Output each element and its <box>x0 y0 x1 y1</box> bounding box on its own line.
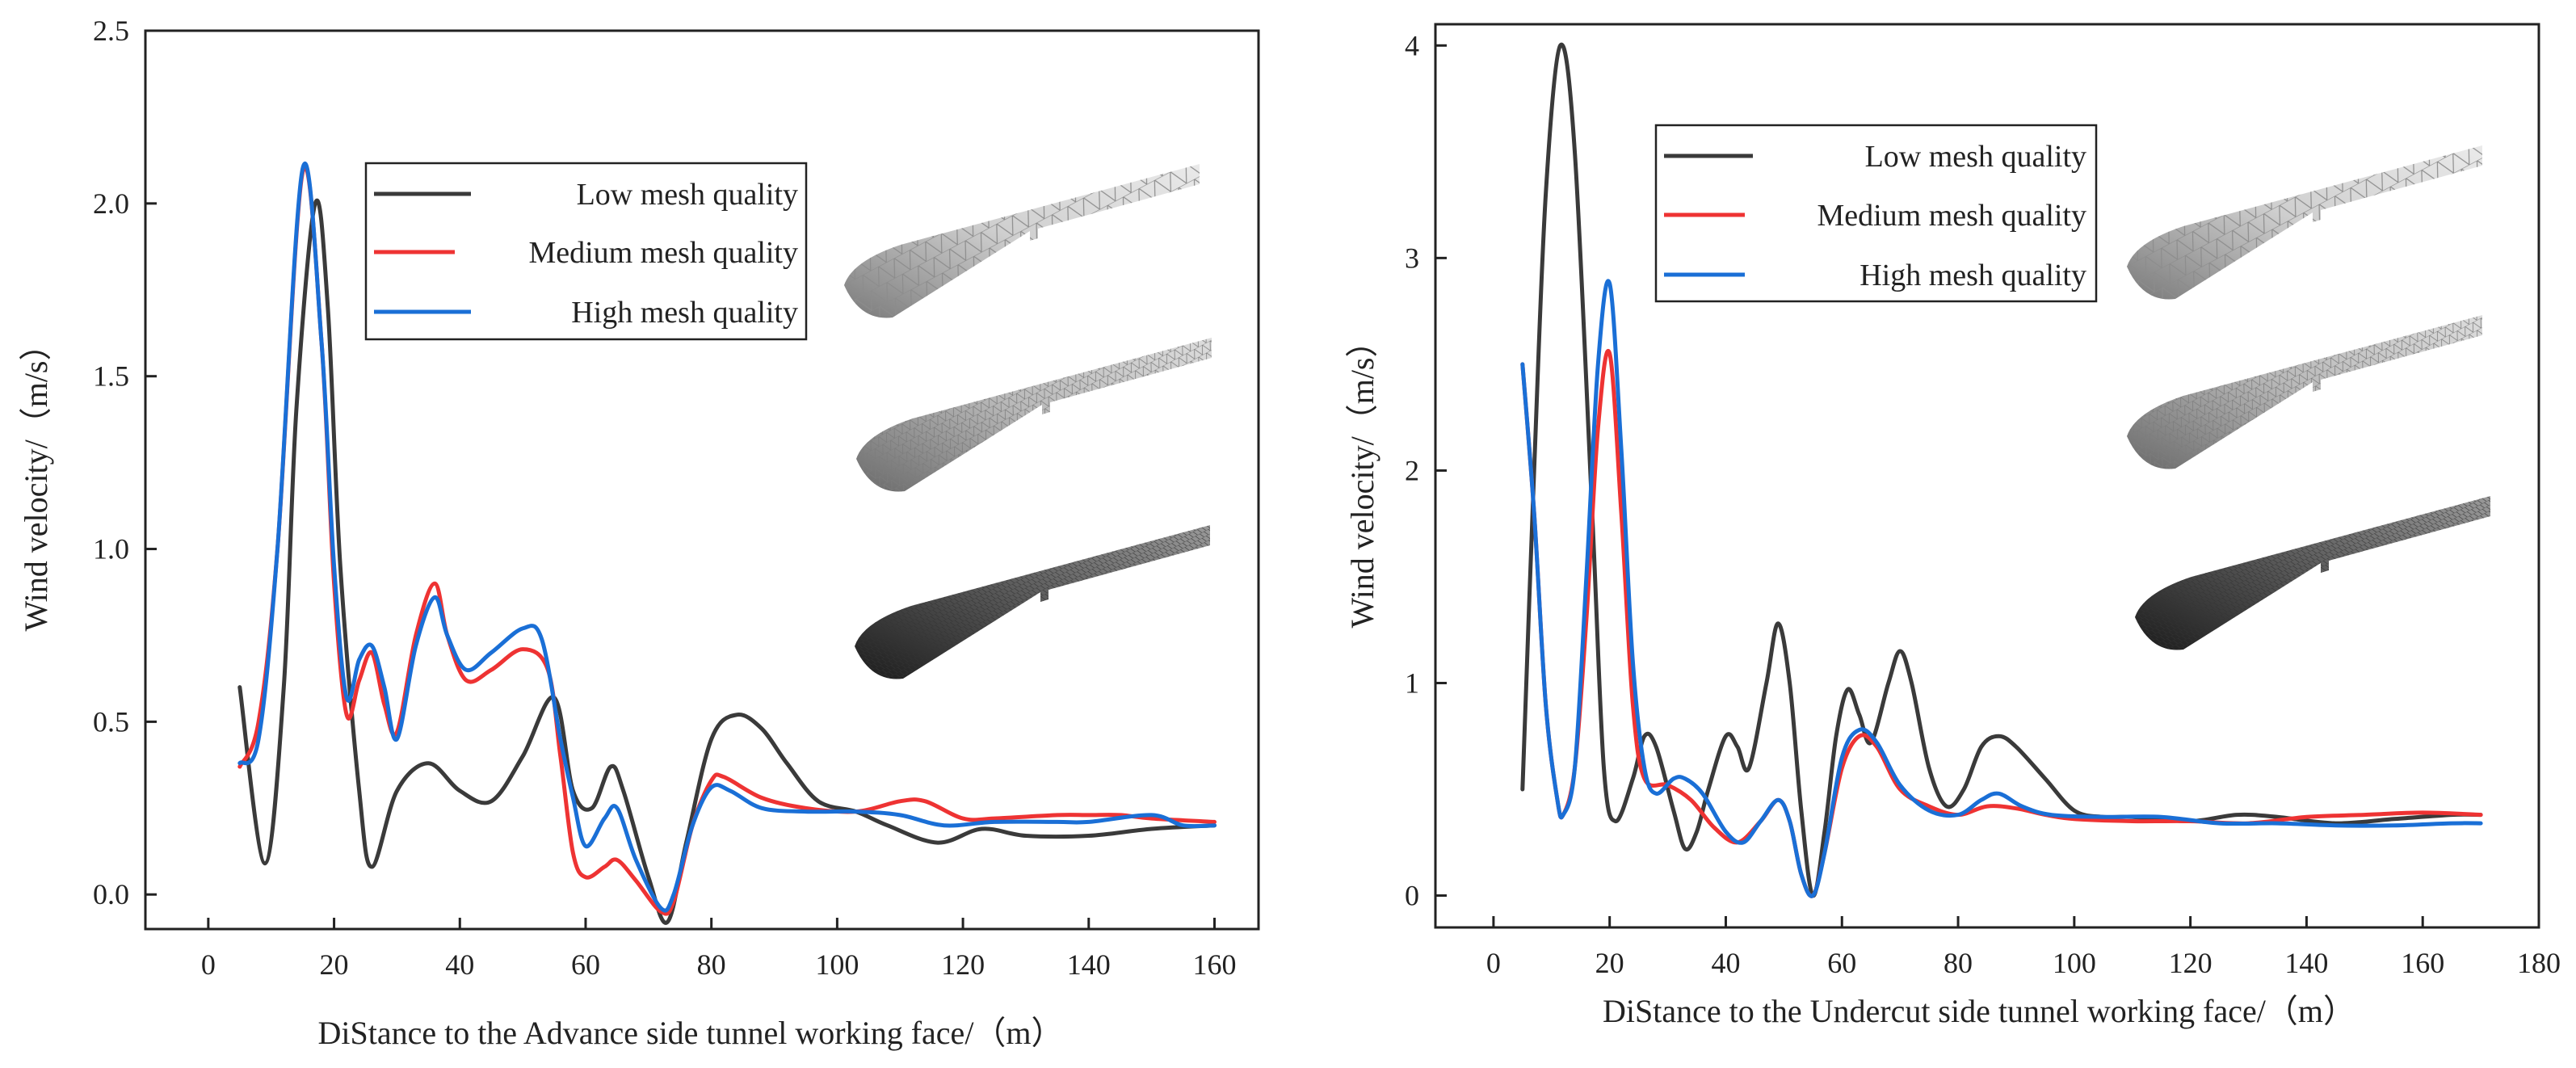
x-tick-label: 160 <box>2401 947 2444 979</box>
fine-mesh-tunnel <box>2135 496 2490 650</box>
y-tick-label: 0.0 <box>93 878 129 910</box>
x-tick-label: 60 <box>571 948 600 981</box>
series-lines <box>237 161 1217 925</box>
x-tick-label: 80 <box>1944 947 1973 979</box>
medium-mesh-tunnel <box>856 338 1212 492</box>
y-ticks: 0 1 2 3 4 <box>1405 29 1447 912</box>
legend-item-medium: Medium mesh quality <box>1664 199 2086 233</box>
x-tick-label: 40 <box>1711 947 1740 979</box>
x-tick-label: 100 <box>815 948 859 981</box>
x-axis-title: DiStance to the Advance side tunnel work… <box>317 1015 1063 1051</box>
x-tick-label: 120 <box>941 948 985 981</box>
coarse-mesh-tunnel <box>844 164 1200 318</box>
y-tick-label: 0.5 <box>93 705 129 738</box>
legend-label: Low mesh quality <box>577 178 798 212</box>
legend-item-low: Low mesh quality <box>1664 140 2086 174</box>
y-tick-label: 2 <box>1405 454 1419 486</box>
medium-mesh-tunnel <box>2127 315 2482 469</box>
legend-item-low: Low mesh quality <box>374 178 798 212</box>
x-ticks: 0 20 40 60 80 100 120 140 160 180 <box>1486 916 2561 979</box>
x-tick-label: 20 <box>1595 947 1624 979</box>
y-tick-label: 1.0 <box>93 533 129 566</box>
x-tick-label: 40 <box>445 948 474 981</box>
legend-label: High mesh quality <box>571 296 798 330</box>
fine-mesh-tunnel <box>855 525 1210 679</box>
legend-item-high: High mesh quality <box>374 296 798 330</box>
x-tick-label: 120 <box>2169 947 2213 979</box>
y-tick-label: 3 <box>1405 242 1419 274</box>
series-lines <box>1520 42 2483 898</box>
legend-label: High mesh quality <box>1860 259 2086 292</box>
y-tick-label: 0 <box>1405 880 1419 912</box>
legend-item-high: High mesh quality <box>1664 259 2086 292</box>
x-tick-label: 160 <box>1193 948 1237 981</box>
legend-label: Medium mesh quality <box>528 236 798 270</box>
series-line-high-mesh-quality <box>1520 279 2483 898</box>
x-ticks: 0 20 40 60 80 100 120 140 160 <box>201 918 1237 981</box>
legend-label: Low mesh quality <box>1865 140 2086 174</box>
x-tick-label: 20 <box>320 948 349 981</box>
x-tick-label: 140 <box>2284 947 2328 979</box>
x-axis-title: DiStance to the Undercut side tunnel wor… <box>1603 993 2355 1029</box>
series-line-high-mesh-quality <box>237 161 1217 913</box>
x-tick-label: 140 <box>1067 948 1111 981</box>
plot-frame <box>1434 23 2540 929</box>
x-tick-label: 80 <box>697 948 726 981</box>
y-ticks: 0.0 0.5 1.0 1.5 2.0 2.5 <box>93 15 157 910</box>
plot-frame <box>144 29 1260 931</box>
series-line-medium-mesh-quality <box>1520 349 2483 898</box>
y-tick-label: 1 <box>1405 666 1419 699</box>
y-tick-label: 1.5 <box>93 360 129 393</box>
x-tick-label: 60 <box>1827 947 1856 979</box>
y-tick-label: 2.5 <box>93 15 129 47</box>
legend-label: Medium mesh quality <box>1817 199 2086 233</box>
coarse-mesh-tunnel <box>2127 145 2482 300</box>
x-tick-label: 180 <box>2517 947 2561 979</box>
chart-left: 0 20 40 60 80 100 120 140 160 0.0 0.5 1.0 1.5 2.0 2.5… <box>18 15 1260 1051</box>
x-tick-label: 100 <box>2053 947 2096 979</box>
legend: Low mesh quality Medium mesh quality Hig… <box>1654 124 2098 303</box>
series-line-low-mesh-quality <box>1520 42 2483 898</box>
y-axis-title: Wind velocity/（m/s） <box>18 328 54 631</box>
legend: Low mesh quality Medium mesh quality Hig… <box>364 162 808 341</box>
y-tick-label: 2.0 <box>93 187 129 220</box>
y-axis-title: Wind velocity/（m/s） <box>1344 325 1380 628</box>
legend-item-medium: Medium mesh quality <box>374 236 798 270</box>
x-tick-label: 0 <box>1486 947 1501 979</box>
chart-right: 0 20 40 60 80 100 120 140 160 180 0 1 2 3 4 Low mesh … <box>1344 23 2561 1029</box>
x-tick-label: 0 <box>201 948 216 981</box>
y-tick-label: 4 <box>1405 29 1419 61</box>
